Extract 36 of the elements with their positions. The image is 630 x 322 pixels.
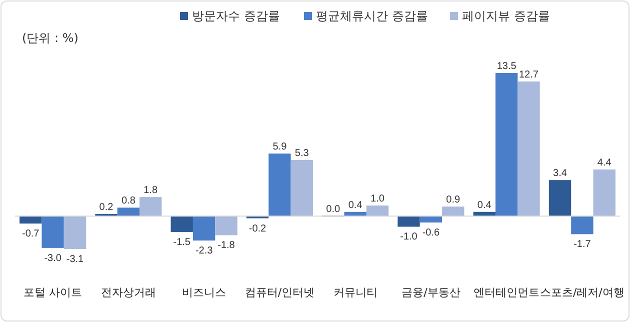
data-label: 1.0 [370,194,385,205]
data-label: 5.9 [272,142,288,153]
data-label: 5.3 [294,148,310,159]
x-tick-label: 포털 사이트 [24,286,82,299]
text: (단위 : %) [22,31,78,45]
data-label: 0.0 [326,204,341,216]
data-label: -3.1 [66,254,84,265]
data-label: -3.0 [44,252,62,264]
x-tick-label: 스포츠/레저/여행 [540,286,624,299]
data-label: 0.9 [446,194,461,206]
legend-label: 방문자수 증감률 [192,9,280,23]
x-tick-label: 전자상거래 [100,286,156,299]
data-label: -0.6 [422,227,440,238]
x-tick-label: 커뮤니티 [333,286,378,299]
data-label: -1.7 [574,239,592,250]
data-label: 12.7 [519,69,539,80]
data-label: -1.8 [218,240,236,252]
x-tick-label: 컴퓨터/인터넷 [244,286,315,299]
legend-label: 평균체류시간 증감률 [316,9,428,23]
data-label: 0.4 [348,200,363,211]
data-label: -2.3 [195,246,214,257]
data-label: -1.5 [173,237,191,248]
data-label: -0.2 [248,223,267,234]
data-label: -1.0 [400,232,418,243]
data-label: 4.4 [597,157,612,168]
data-label: 0.8 [121,196,136,207]
x-tick-label: 엔터테인먼트 [474,286,540,299]
legend-label: 페이지뷰 증감률 [462,9,550,23]
x-tick-label: 금융/부동산 [402,286,460,299]
data-label: 1.8 [144,185,158,196]
data-label: 13.5 [496,61,517,72]
x-tick-label: 비즈니스 [182,286,226,299]
data-label: 0.4 [477,200,492,211]
data-label: 3.4 [553,168,568,180]
data-label: -0.7 [22,228,40,240]
data-label: 0.2 [99,202,114,214]
